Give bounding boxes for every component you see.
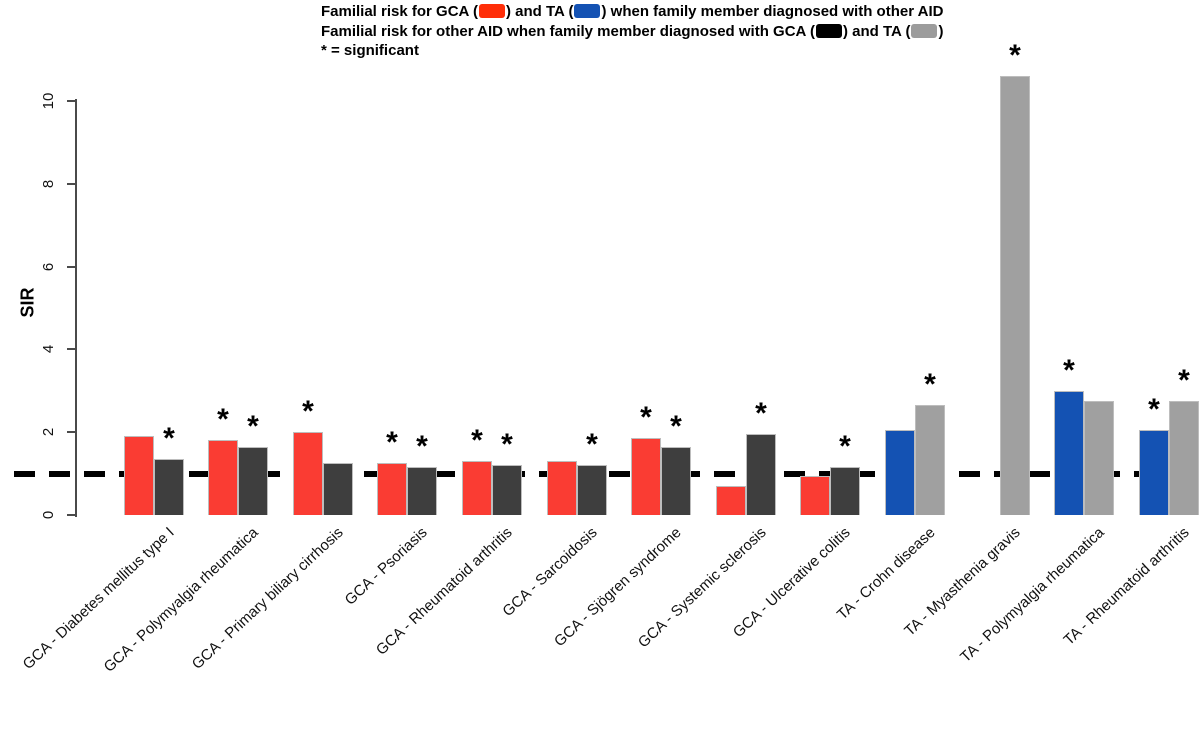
y-axis-tick-label: 6 — [40, 262, 57, 271]
significance-star: * — [839, 430, 851, 463]
significance-star: * — [163, 422, 175, 455]
y-axis-title: SIR — [17, 287, 38, 318]
significance-star: * — [1009, 39, 1021, 72]
gca-color-swatch — [478, 4, 505, 18]
y-axis-tick — [67, 348, 75, 351]
y-axis-tick-label: 0 — [40, 510, 57, 520]
bar-gca_bar — [462, 461, 492, 515]
bar-aid_gca_bar — [577, 465, 607, 515]
y-axis-tick-label: 4 — [40, 345, 57, 354]
bar-aid_gca_bar — [492, 465, 522, 515]
bar-chart: 0 2 4 6 8 10 SIR * GCA - Diabetes mellitus type … — [14, 39, 1199, 676]
figure-legend: Familial risk for GCA ( ) and TA ( ) when … — [321, 2, 943, 61]
y-axis-tick — [67, 265, 75, 268]
significance-star: * — [1178, 364, 1190, 397]
bar-aid_gca_bar — [323, 463, 353, 515]
significance-star: * — [386, 426, 398, 459]
y-axis-tick — [67, 514, 75, 516]
bar-gca_bar — [293, 432, 323, 515]
bar-gca_bar — [547, 461, 577, 515]
significance-star: * — [247, 410, 259, 443]
bar-aid_ta_bar — [1000, 76, 1030, 515]
significance-star: * — [302, 395, 314, 428]
y-axis-tick — [67, 182, 75, 185]
aid-gca-color-swatch — [815, 23, 842, 38]
legend-line2-post: ) — [938, 22, 944, 40]
significance-star: * — [1063, 354, 1075, 387]
significance-star: * — [755, 397, 767, 430]
bar-aid_gca_bar — [746, 434, 776, 515]
ta-color-swatch — [574, 4, 601, 18]
legend-line-2: Familial risk for other AID when family … — [321, 22, 943, 42]
legend-line2-mid: ) and TA ( — [842, 22, 911, 40]
bar-aid_gca_bar — [154, 459, 184, 515]
significance-star: * — [217, 403, 229, 436]
significance-star: * — [670, 410, 682, 443]
bar-ta_bar — [885, 430, 915, 515]
y-axis-tick-label: 2 — [40, 428, 57, 437]
bar-aid_ta_bar — [1169, 401, 1199, 515]
legend-line-1: Familial risk for GCA ( ) and TA ( ) when … — [321, 2, 943, 22]
legend-line2-pre: Familial risk for other AID when family … — [321, 22, 815, 40]
significance-star: * — [640, 401, 652, 434]
bar-aid_gca_bar — [238, 447, 268, 515]
significance-star: * — [586, 428, 598, 461]
bar-aid_gca_bar — [661, 447, 691, 515]
bar-gca_bar — [377, 463, 407, 515]
bar-aid_ta_bar — [1084, 401, 1114, 515]
bar-gca_bar — [800, 476, 830, 515]
bar-aid_ta_bar — [915, 405, 945, 515]
legend-line1-pre: Familial risk for GCA ( — [321, 3, 478, 20]
legend-line1-post: ) when family member diagnosed with othe… — [601, 3, 944, 20]
y-axis-tick-label: 10 — [40, 92, 57, 110]
bar-aid_gca_bar — [407, 467, 437, 515]
bar-ta_bar — [1054, 391, 1084, 515]
bar-gca_bar — [124, 436, 154, 515]
significance-star: * — [501, 428, 513, 461]
significance-star: * — [1148, 393, 1160, 426]
bar-aid_gca_bar — [830, 467, 860, 515]
y-axis-tick — [67, 100, 75, 102]
bar-gca_bar — [208, 440, 238, 515]
legend-line1-mid: ) and TA ( — [505, 3, 574, 20]
bar-gca_bar — [716, 486, 746, 515]
aid-ta-color-swatch — [911, 23, 938, 38]
y-axis-tick — [67, 431, 75, 434]
y-axis-tick-label: 8 — [40, 179, 57, 188]
significance-star: * — [924, 368, 936, 401]
bar-gca_bar — [631, 438, 661, 515]
y-axis-line — [75, 99, 77, 517]
bar-ta_bar — [1139, 430, 1169, 515]
significance-star: * — [416, 430, 428, 463]
significance-star: * — [471, 424, 483, 457]
legend-line-3: * = significant — [321, 42, 419, 59]
